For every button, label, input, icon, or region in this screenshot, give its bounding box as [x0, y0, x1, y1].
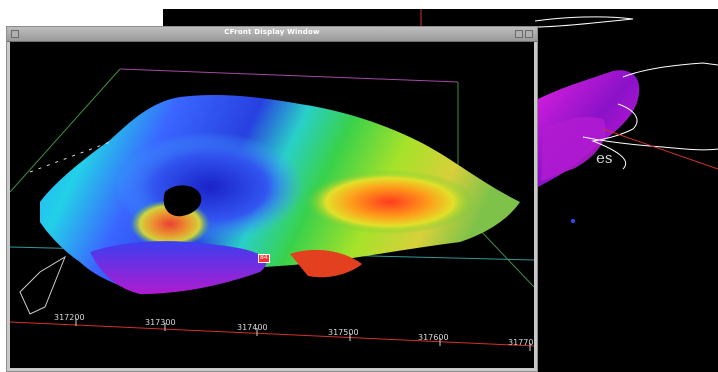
surface-render: [10, 68, 534, 351]
x-axis-tick-label: 317600: [418, 333, 449, 342]
x-axis-tick-label: 317200: [54, 313, 85, 322]
x-axis-tick-label: 317300: [145, 318, 176, 327]
minimize-icon[interactable]: [515, 30, 523, 38]
3d-surface-viewport[interactable]: 84 317200 317300 317400 317500 317600 31…: [10, 42, 534, 368]
x-axis-tick-label: 317400: [237, 323, 268, 332]
marker-label: 84: [260, 254, 268, 261]
window-titlebar[interactable]: CFront Display Window: [7, 27, 537, 42]
x-axis-tick-label: 317500: [328, 328, 359, 337]
background-fragment-label: es: [596, 149, 613, 167]
maximize-icon[interactable]: [525, 30, 533, 38]
background-render: [420, 9, 718, 223]
cfront-display-window[interactable]: CFront Display Window: [6, 26, 538, 372]
x-axis-tick-label: 31770: [508, 338, 534, 347]
window-menu-icon[interactable]: [11, 30, 19, 38]
window-title: CFront Display Window: [224, 28, 320, 36]
data-marker[interactable]: 84: [258, 254, 270, 263]
